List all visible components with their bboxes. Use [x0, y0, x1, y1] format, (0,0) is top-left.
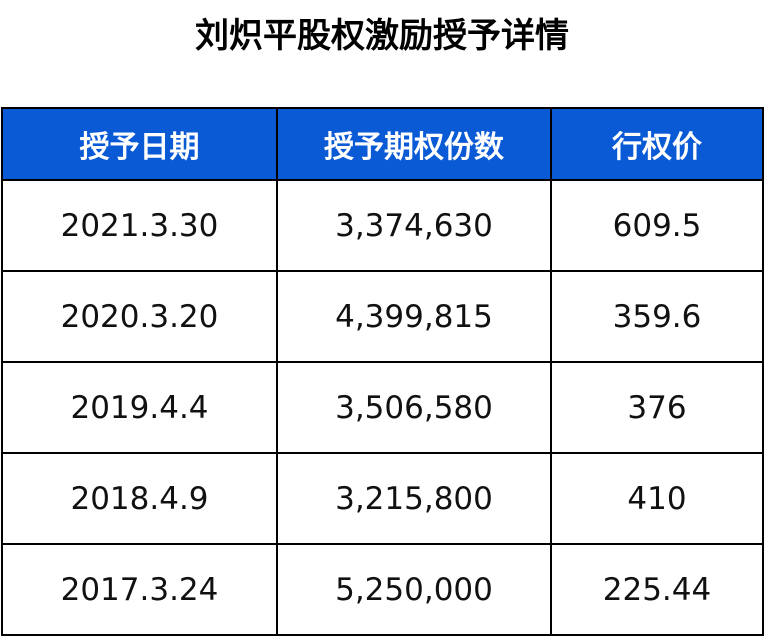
- grant-date-cell: 2019.4.4: [1, 361, 278, 454]
- grant-date-cell: 2020.3.20: [1, 270, 278, 363]
- grant-date-cell: 2021.3.30: [1, 179, 278, 272]
- option-shares-cell: 3,506,580: [276, 361, 552, 454]
- exercise-price-cell: 376: [550, 361, 764, 454]
- exercise-price-cell: 609.5: [550, 179, 764, 272]
- option-shares-cell: 4,399,815: [276, 270, 552, 363]
- grant-table: 授予日期 授予期权份数 行权价 2021.3.30 3,374,630 609.…: [1, 107, 764, 636]
- grant-date-cell: 2017.3.24: [1, 543, 278, 636]
- table-header-row: 授予日期 授予期权份数 行权价: [1, 107, 764, 181]
- table-row: 2021.3.30 3,374,630 609.5: [1, 179, 764, 272]
- table-row: 2017.3.24 5,250,000 225.44: [1, 543, 764, 636]
- column-header-exercise-price: 行权价: [550, 107, 764, 181]
- table-row: 2020.3.20 4,399,815 359.6: [1, 270, 764, 363]
- option-shares-cell: 3,215,800: [276, 452, 552, 545]
- table-row: 2018.4.9 3,215,800 410: [1, 452, 764, 545]
- column-header-grant-date: 授予日期: [1, 107, 278, 181]
- option-shares-cell: 3,374,630: [276, 179, 552, 272]
- table-row: 2019.4.4 3,506,580 376: [1, 361, 764, 454]
- exercise-price-cell: 359.6: [550, 270, 764, 363]
- column-header-option-shares: 授予期权份数: [276, 107, 552, 181]
- option-shares-cell: 5,250,000: [276, 543, 552, 636]
- exercise-price-cell: 225.44: [550, 543, 764, 636]
- exercise-price-cell: 410: [550, 452, 764, 545]
- grant-date-cell: 2018.4.9: [1, 452, 278, 545]
- page-title: 刘炽平股权激励授予详情: [195, 16, 569, 56]
